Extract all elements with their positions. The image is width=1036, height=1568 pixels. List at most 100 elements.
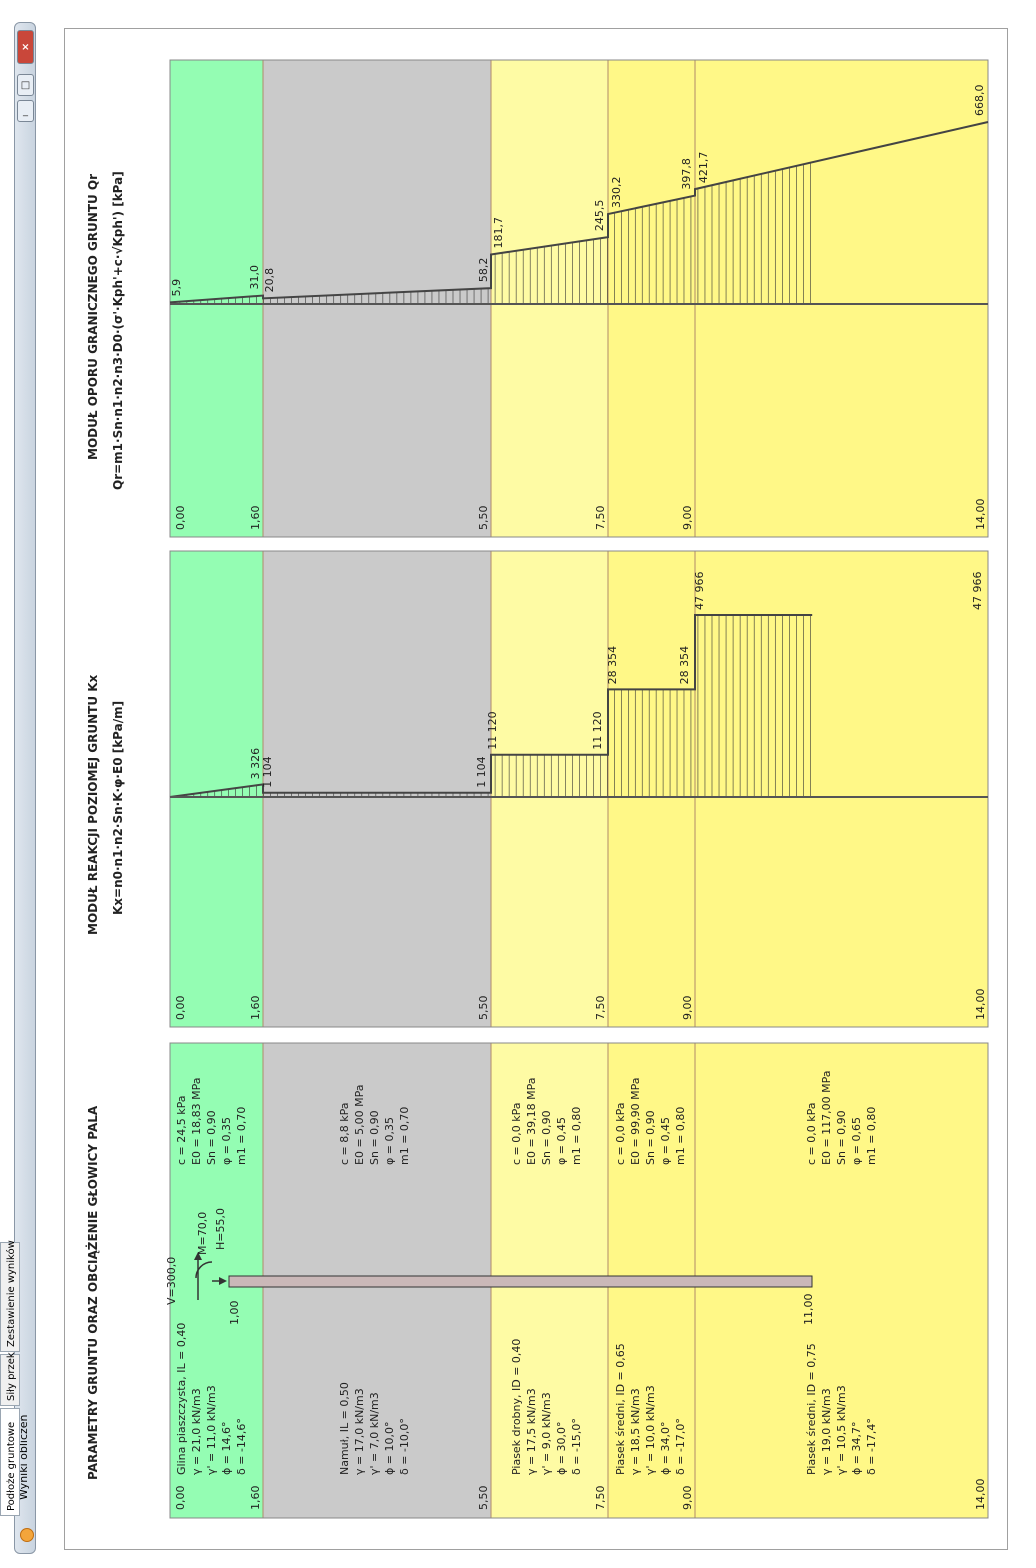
qr-line (169, 121, 989, 304)
close-icon: × (21, 42, 30, 53)
content-area (64, 28, 1008, 1550)
layer-property: δ = -17,4° (865, 1418, 878, 1475)
depth-label: 9,00 (681, 996, 694, 1021)
arrow-head (194, 1252, 202, 1260)
layer-parameter: m1 = 0,80 (570, 1107, 583, 1165)
layer-parameter: E0 = 18,83 MPa (190, 1077, 203, 1165)
depth-label: 14,00 (974, 989, 987, 1021)
load-h: H=55,0 (214, 1208, 227, 1250)
layer-parameter: c = 0,0 kPa (614, 1103, 627, 1166)
qr-value-label: 20,8 (263, 268, 276, 293)
layer-parameter: φ = 0,45 (555, 1117, 568, 1165)
panel-frame (169, 550, 989, 1028)
layer-property: Piasek średni, ID = 0,75 (805, 1343, 818, 1475)
soil-layer-5 (694, 59, 989, 538)
layer-property: δ = -17,0° (674, 1418, 687, 1475)
layer-parameter: m1 = 0,70 (398, 1107, 411, 1165)
kx-value-label: 47 966 (693, 572, 706, 611)
maximize-button[interactable]: □ (17, 74, 34, 96)
layer-parameter: m1 = 0,70 (235, 1107, 248, 1165)
panel-frame (169, 1042, 989, 1519)
qr-value-label: 245,5 (593, 200, 606, 232)
layer-property: γ = 17,5 kN/m3 (525, 1388, 538, 1475)
layer-property: ϕ = 30,0° (555, 1422, 568, 1475)
layer-parameter: c = 24,5 kPa (175, 1096, 188, 1166)
soil-layer-2 (262, 550, 492, 1028)
layer-property: γ = 17,0 kN/m3 (353, 1388, 366, 1475)
qr-value-label: 421,7 (697, 152, 710, 184)
tab-zestawienie-wynikow[interactable]: Zestawienie wyników (0, 1240, 20, 1352)
depth-label: 14,00 (974, 1479, 987, 1511)
depth-label: 9,00 (681, 506, 694, 531)
panel-title: MODUŁ OPORU GRANICZNEGO GRUNTU Qr (86, 174, 100, 460)
layer-parameter: Sn = 0,90 (540, 1110, 553, 1165)
kx-line (169, 614, 813, 798)
moment-arrow (195, 1261, 213, 1279)
depth-label: 7,50 (594, 996, 607, 1021)
soil-layer-4 (607, 59, 696, 538)
panel-kx-modulus: 0,00 1,60 5,50 7,50 9,00 14,00 MODUŁ REAKCJI P… (86, 550, 989, 1028)
depth-label: 5,50 (477, 506, 490, 531)
qr-value-label: 668,0 (973, 85, 986, 117)
soil-layer-5 (694, 550, 989, 1028)
depth-label: 0,00 (174, 1486, 187, 1511)
qr-value-label: 5,9 (170, 279, 183, 297)
panel-formula: Kx=n0·n1·n2·Sn·K·φ·E0 [kPa/m] (111, 701, 125, 915)
layer-parameter: E0 = 39,18 MPa (525, 1077, 538, 1165)
layer-parameter: c = 0,0 kPa (805, 1103, 818, 1166)
tab-podloze-gruntowe[interactable]: Podłoże gruntowe (0, 1408, 20, 1516)
layer-property: Namuł, IL = 0,50 (338, 1382, 351, 1475)
soil-layer-2 (262, 59, 492, 538)
kx-value-label: 28 354 (678, 646, 691, 685)
layer-property: γ' = 10,5 kN/m3 (835, 1385, 848, 1475)
layer-parameter: E0 = 99,90 MPa (629, 1077, 642, 1165)
kx-value-label: 11 120 (591, 711, 604, 750)
maximize-icon: □ (20, 80, 31, 91)
layer-property: ϕ = 10,0° (383, 1422, 396, 1475)
layer-property: ϕ = 34,0° (659, 1422, 672, 1475)
layer-property: ϕ = 34,7° (850, 1422, 863, 1475)
panel-formula: Qr=m1·Sn·n1·n2·n3·D0·(σ'·Kph'+c·√Kph') [… (111, 171, 125, 490)
pile (228, 1275, 813, 1288)
title-bar[interactable] (14, 22, 36, 1554)
close-button[interactable]: × (17, 30, 34, 64)
depth-label: 0,00 (174, 996, 187, 1021)
layer-property: ϕ = 14,6° (220, 1422, 233, 1475)
depth-label: 5,50 (477, 1486, 490, 1511)
tab-sily-przekrojowe[interactable]: Siły przekrojowe (0, 1319, 20, 1406)
layer-parameter: Sn = 0,90 (835, 1110, 848, 1165)
layer-property: Glina piaszczysta, IL = 0,40 (175, 1323, 188, 1475)
qr-value-label: 330,2 (610, 177, 623, 209)
pile-bottom-depth: 11,00 (802, 1294, 815, 1326)
kx-value-label: 1 104 (475, 756, 488, 788)
layer-property: γ = 21,0 kN/m3 (190, 1388, 203, 1475)
pile-top-depth: 1,00 (228, 1301, 241, 1326)
layer-parameter: c = 8,8 kPa (338, 1103, 351, 1166)
kx-value-label: 47 966 (971, 572, 984, 611)
layer-parameter: φ = 0,35 (220, 1117, 233, 1165)
minimize-button[interactable]: _ (17, 100, 34, 122)
depth-label: 0,00 (174, 506, 187, 531)
depth-label: 1,60 (249, 506, 262, 531)
kx-value-label: 11 120 (486, 711, 499, 750)
layer-property: γ = 19,0 kN/m3 (820, 1388, 833, 1475)
depth-label: 9,00 (681, 1486, 694, 1511)
layer-property: γ' = 9,0 kN/m3 (540, 1392, 553, 1475)
layer-parameter: c = 0,0 kPa (510, 1103, 523, 1166)
kx-value-label: 28 354 (606, 646, 619, 685)
depth-label: 1,60 (249, 1486, 262, 1511)
layer-parameter: m1 = 0,80 (865, 1107, 878, 1165)
panel-qr-modulus: 0,00 1,60 5,50 7,50 9,00 14,00 MODUŁ OPORU GRA… (86, 59, 989, 538)
load-m: M=70,0 (196, 1212, 209, 1255)
layer-property: Piasek drobny, ID = 0,40 (510, 1339, 523, 1475)
kx-value-label: 1 104 (261, 756, 274, 788)
qr-value-label: 58,2 (477, 258, 490, 283)
layer-parameter: φ = 0,65 (850, 1117, 863, 1165)
layer-parameter: φ = 0,45 (659, 1117, 672, 1165)
layer-property: Piasek średni, ID = 0,65 (614, 1343, 627, 1475)
depth-label: 7,50 (594, 506, 607, 531)
panel-frame (169, 59, 989, 538)
depth-label: 5,50 (477, 996, 490, 1021)
soil-layer-3 (490, 59, 609, 538)
minimize-icon: _ (23, 106, 28, 117)
